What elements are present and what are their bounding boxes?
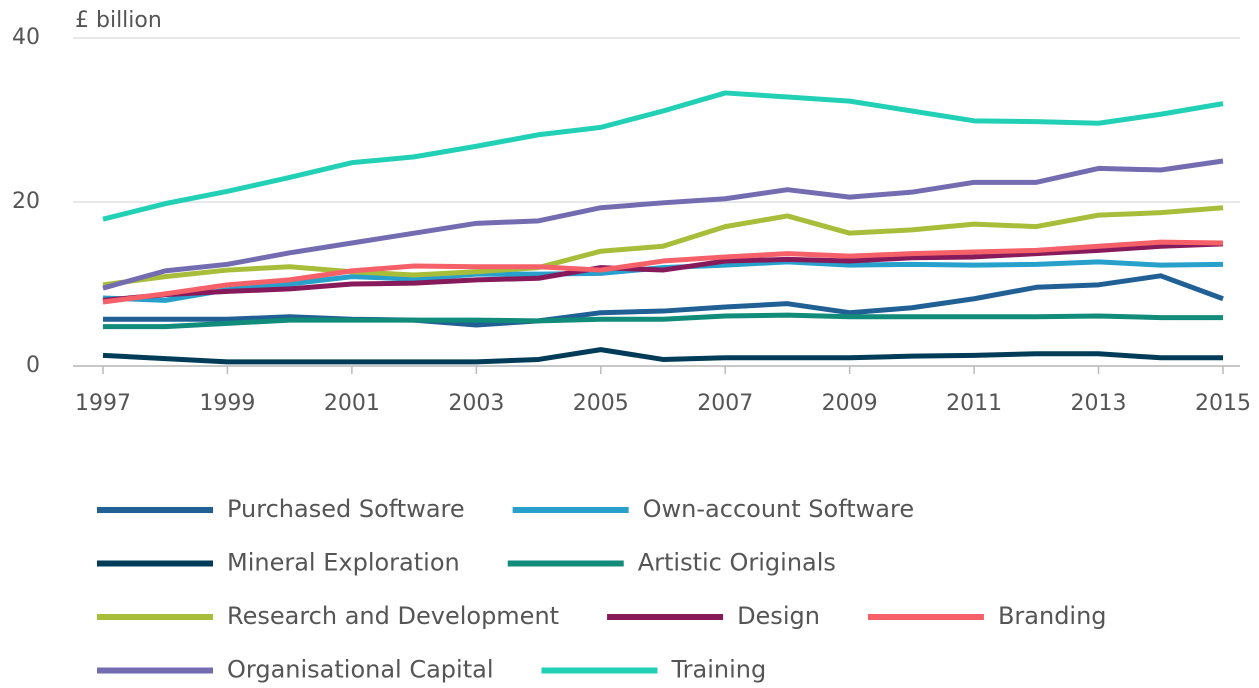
series-line — [102, 239, 1224, 305]
series-line — [102, 205, 1224, 288]
legend-item: Branding — [867, 602, 1107, 630]
legend-item: Training — [541, 656, 767, 684]
x-tick-label: 1997 — [75, 391, 131, 416]
y-tick-label: 0 — [26, 353, 40, 378]
series-line — [102, 90, 1224, 222]
x-tick-label: 2009 — [822, 391, 878, 416]
legend-item: Research and Development — [97, 602, 559, 630]
legend-item: Purchased Software — [97, 495, 465, 523]
legend-item: Mineral Exploration — [97, 549, 460, 577]
x-tick-label: 2001 — [324, 391, 380, 416]
legend-item: Artistic Originals — [507, 549, 836, 577]
legend-label: Research and Development — [227, 602, 559, 630]
x-tick-label: 2007 — [697, 391, 753, 416]
axis-unit-title: £ billion — [75, 8, 162, 33]
series-line — [102, 241, 1224, 303]
series-line — [102, 158, 1224, 291]
y-tick-label: 20 — [12, 189, 40, 214]
legend-label: Training — [671, 656, 767, 684]
x-tick-label: 2005 — [573, 391, 629, 416]
legend-label: Organisational Capital — [227, 656, 494, 684]
legend-label: Branding — [998, 602, 1107, 630]
series-line — [103, 273, 1224, 328]
legend-label: Purchased Software — [227, 495, 465, 523]
legend-item: Organisational Capital — [97, 656, 494, 684]
series-line — [102, 347, 1223, 365]
x-tick-label: 2013 — [1071, 391, 1127, 416]
legend-item: Design — [607, 602, 820, 630]
x-tick-label: 2003 — [448, 391, 504, 416]
legend-label: Artistic Originals — [638, 549, 836, 577]
legend-label: Own-account Software — [643, 495, 914, 523]
legend-label: Design — [737, 602, 820, 630]
series-line — [103, 312, 1223, 330]
y-tick-label: 40 — [12, 25, 40, 50]
legend-item: Own-account Software — [512, 495, 914, 523]
x-tick-label: 2011 — [946, 391, 1002, 416]
x-tick-label: 1999 — [199, 391, 255, 416]
legend-label: Mineral Exploration — [227, 549, 460, 577]
x-tick-label: 2015 — [1195, 391, 1251, 416]
